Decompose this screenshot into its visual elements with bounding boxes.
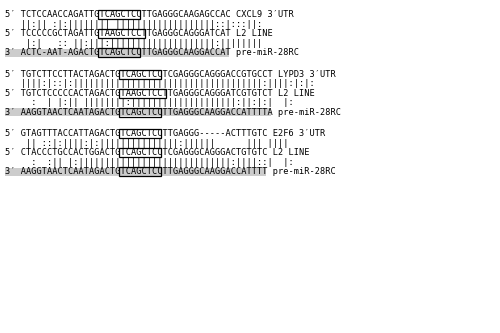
Text: 3′ AAGGTAACTCAATAGACTGTCAGCTCCTTGAGGGCAAGGACCATTTT pre-miR-28RC: 3′ AAGGTAACTCAATAGACTGTCAGCTCCTTGAGGGCAA…: [5, 167, 336, 176]
Bar: [4, 167, 266, 176]
Bar: [4, 108, 270, 117]
Text: 5′ TGTCTCCCCCACTAGACTGTAAGCTCCTTGAGGGCAGGGATCGTGTCT L2 LINE: 5′ TGTCTCCCCCACTAGACTGTAAGCTCCTTGAGGGCAG…: [5, 89, 315, 98]
Text: 3′ AAGGTAACTCAATAGACTGTCAGCTCCTTGAGGGCAAGGACCATTTTA pre-miR-28RC: 3′ AAGGTAACTCAATAGACTGTCAGCTCCTTGAGGGCAA…: [5, 108, 341, 117]
Text: ||||:|::|:||||||||||||||||||||||||||||||||||||:||||:|:|:: ||||:|::|:||||||||||||||||||||||||||||||…: [5, 79, 315, 88]
Bar: [4, 49, 229, 57]
Bar: [119, 167, 161, 176]
Text: :  | |:|| ||||||||:||||||||||||||||||||:||:|:|  |:: : | |:|| ||||||||:||||||||||||||||||||:|…: [5, 98, 294, 107]
Text: 5′ GTAGTTTACCATTAGACTGTCAGCTCCTTGAGGG-----ACTTTGTC E2F6 3′UTR: 5′ GTAGTTTACCATTAGACTGTCAGCTCCTTGAGGG---…: [5, 129, 325, 138]
Text: 5′ TCTCCAACCAGATTGTCAGCTCCTTGAGGGCAAGAGCCAC CXCL9 3′UTR: 5′ TCTCCAACCAGATTGTCAGCTCCTTGAGGGCAAGAGC…: [5, 10, 294, 19]
Text: |:|   :: ||:|||:||||||||||||||||||||:||||||||: |:| :: ||:|||:||||||||||||||||||||:|||||…: [5, 39, 262, 48]
Text: 3′ ACTC-AAT-AGACTGTCAGCTCCTTGAGGGCAAGGACCAT pre-miR-28RC: 3′ ACTC-AAT-AGACTGTCAGCTCCTTGAGGGCAAGGAC…: [5, 48, 299, 57]
Bar: [119, 149, 161, 157]
Bar: [98, 48, 140, 57]
Text: 5′ CTACCCTGCCACTGGACTGTCAGCTCCTCGAGGGCAGGGACTGTGTC L2 LINE: 5′ CTACCCTGCCACTGGACTGTCAGCTCCTCGAGGGCAG…: [5, 148, 310, 157]
Text: || ::|:||||:|:|||||||||||||||:||||||      ||| ||||: || ::|:||||:|:|||||||||||||||:|||||| |||…: [5, 139, 288, 148]
Bar: [119, 70, 161, 79]
Text: :  :|| |:|||||||||||||||||||||||||||||:||||::|  |:: : :|| |:|||||||||||||||||||||||||||||:||…: [5, 158, 294, 167]
Text: 5′ TGTCTTCCTTACTAGACTGTCAGCTCCTCGAGGGCAGGGACCGTGCCT LYPD3 3′UTR: 5′ TGTCTTCCTTACTAGACTGTCAGCTCCTCGAGGGCAG…: [5, 70, 336, 79]
Bar: [98, 10, 140, 19]
Bar: [119, 130, 161, 138]
Bar: [98, 29, 146, 38]
Bar: [119, 108, 161, 117]
Bar: [119, 89, 166, 98]
Text: ||:|| :|:|||||||| |||||||||||||||||||::|:::||:: ||:|| :|:|||||||| |||||||||||||||||||::|…: [5, 20, 262, 29]
Text: 5′ TCCCCCGCTAGATTGTAAGCTCCTTGAGGGCAGGGATCAT L2 LINE: 5′ TCCCCCGCTAGATTGTAAGCTCCTTGAGGGCAGGGAT…: [5, 29, 273, 38]
